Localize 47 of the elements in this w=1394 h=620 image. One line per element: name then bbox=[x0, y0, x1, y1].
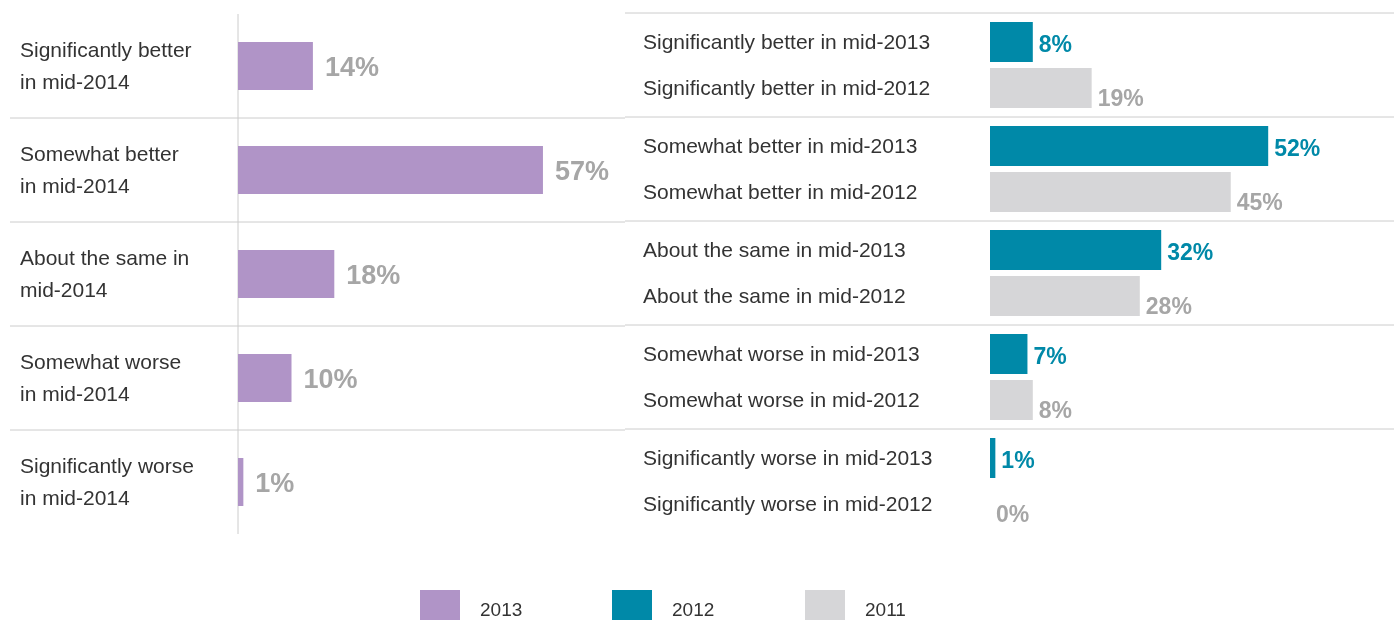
data-label: 0% bbox=[996, 501, 1030, 527]
y-tick-label: Somewhat better in mid-2013 bbox=[643, 134, 918, 157]
y-tick-label: Significantly better in mid-2014 bbox=[20, 38, 192, 93]
y-tick-label: Somewhat worse in mid-2014 bbox=[20, 350, 182, 405]
bar bbox=[990, 230, 1162, 270]
y-tick-label: Somewhat worse in mid-2013 bbox=[643, 342, 920, 365]
data-label: 18% bbox=[346, 260, 401, 290]
data-label: 8% bbox=[1038, 397, 1073, 423]
bar bbox=[990, 22, 1033, 62]
y-tick-label: About the same in mid-2013 bbox=[643, 238, 906, 261]
legend-label: 2012 bbox=[672, 599, 715, 620]
data-label: 32% bbox=[1167, 239, 1214, 265]
legend-label: 2013 bbox=[480, 599, 523, 620]
bar bbox=[238, 354, 292, 402]
y-tick-label: Somewhat worse in mid-2012 bbox=[643, 388, 920, 411]
bar bbox=[238, 42, 313, 90]
bar bbox=[990, 68, 1092, 108]
data-label: 10% bbox=[303, 364, 358, 394]
y-tick-label: Somewhat better in mid-2012 bbox=[643, 180, 918, 203]
data-label: 52% bbox=[1274, 135, 1321, 161]
bar bbox=[990, 276, 1140, 316]
data-label: 57% bbox=[554, 156, 609, 186]
bar bbox=[990, 126, 1269, 166]
bar bbox=[990, 172, 1231, 212]
data-label: 1% bbox=[255, 468, 295, 498]
y-tick-label: Significantly better in mid-2012 bbox=[643, 76, 931, 99]
y-tick-label: Significantly better in mid-2013 bbox=[643, 30, 931, 53]
bar bbox=[238, 458, 244, 506]
y-tick-label: Significantly worse in mid-2014 bbox=[20, 454, 194, 509]
y-tick-label: Significantly worse in mid-2012 bbox=[643, 492, 933, 515]
y-tick-label: Somewhat better in mid-2014 bbox=[20, 142, 179, 197]
data-label: 14% bbox=[324, 52, 379, 82]
data-label: 8% bbox=[1038, 31, 1073, 57]
bar bbox=[238, 146, 543, 194]
data-label: 28% bbox=[1145, 293, 1192, 319]
y-tick-label: Significantly worse in mid-2013 bbox=[643, 446, 933, 469]
legend-label: 2011 bbox=[865, 599, 906, 620]
data-label: 1% bbox=[1001, 447, 1035, 473]
y-tick-label: About the same in mid-2012 bbox=[643, 284, 906, 307]
bar bbox=[990, 438, 996, 478]
data-label: 45% bbox=[1236, 189, 1283, 215]
bar bbox=[990, 334, 1028, 374]
data-label: 19% bbox=[1097, 85, 1144, 111]
data-label: 7% bbox=[1033, 343, 1067, 369]
bar bbox=[238, 250, 335, 298]
y-tick-label: About the same in mid-2014 bbox=[20, 246, 190, 301]
bar bbox=[990, 380, 1033, 420]
